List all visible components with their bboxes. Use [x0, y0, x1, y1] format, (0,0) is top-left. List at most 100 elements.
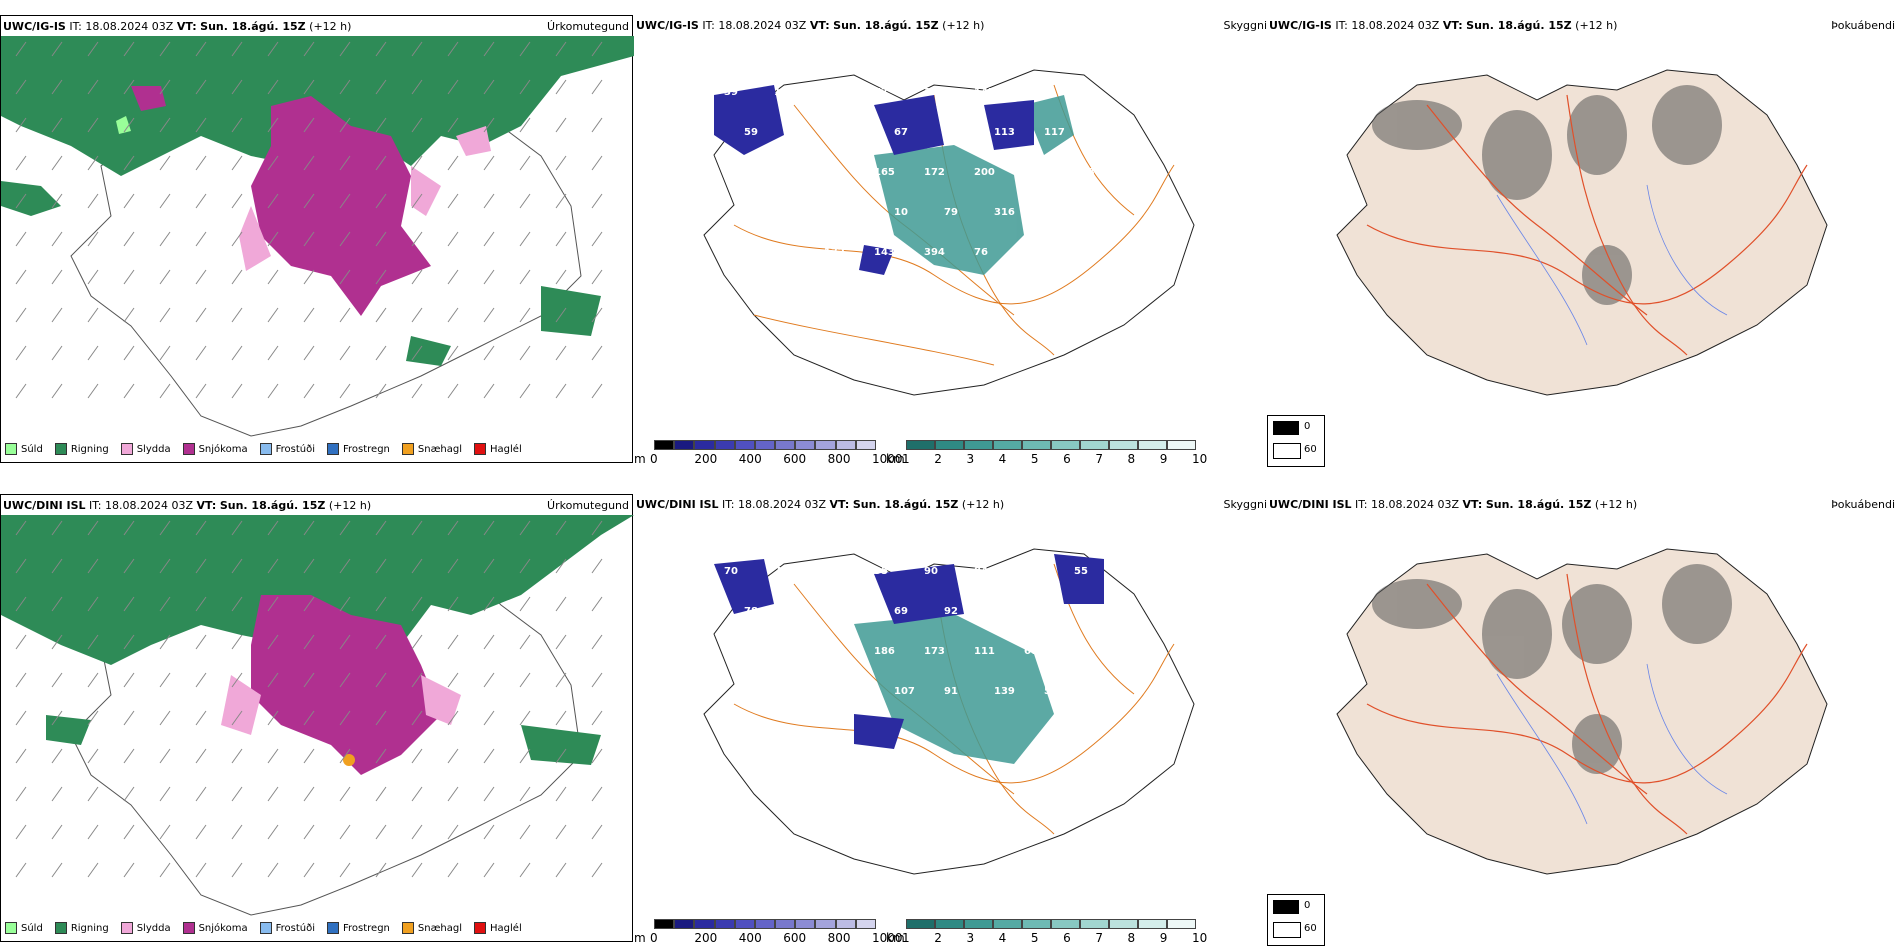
wind-barb	[195, 786, 207, 802]
wind-barb	[591, 596, 603, 612]
wind-barb	[195, 383, 207, 399]
visibility-panel-top: UWC/IG-IS IT: 18.08.2024 03Z VT: Sun. 18…	[634, 15, 1267, 466]
wind-barb	[591, 231, 603, 247]
colorbar-segment	[964, 919, 993, 929]
legend-item: Frostúði	[259, 922, 315, 934]
legend-label: Snæhagl	[417, 922, 463, 934]
wind-barb	[339, 383, 351, 399]
valid-label: VT:	[1442, 19, 1463, 32]
colorbar-segment	[815, 440, 836, 450]
wind-barb	[15, 748, 27, 764]
wind-barb	[555, 748, 567, 764]
wind-barb	[267, 786, 279, 802]
wind-barb	[375, 710, 387, 726]
wind-barb	[555, 345, 567, 361]
wind-barb	[15, 231, 27, 247]
colorbar-segment	[1167, 919, 1196, 929]
wind-barb	[375, 345, 387, 361]
wind-barbs	[15, 520, 603, 878]
wind-barb	[51, 672, 63, 688]
wind-barb	[339, 596, 351, 612]
wind-barb	[519, 710, 531, 726]
wind-barb	[519, 307, 531, 323]
wind-barb	[303, 155, 315, 171]
ceiling-value-label: 55	[1074, 566, 1088, 577]
ceiling-value-label: 90	[924, 566, 938, 577]
wind-barb	[375, 786, 387, 802]
wind-barb	[555, 558, 567, 574]
wind-barb	[87, 41, 99, 57]
fog-legend-max-swatch	[1273, 443, 1301, 459]
wind-barb	[87, 231, 99, 247]
wind-barb	[411, 672, 423, 688]
legend-swatch	[259, 922, 272, 934]
wind-barb	[447, 520, 459, 536]
wind-barb	[87, 307, 99, 323]
legend-label: Snjókoma	[198, 443, 248, 455]
wind-barb	[411, 41, 423, 57]
panel-title: Þokuábendi	[1831, 498, 1895, 511]
wind-barb	[447, 748, 459, 764]
wind-barb	[519, 231, 531, 247]
legend-label: Frostúði	[275, 443, 315, 455]
colorbar-segment	[674, 440, 695, 450]
wind-barb	[123, 345, 135, 361]
ceiling-value-label: 88	[1044, 207, 1058, 218]
snow-area	[251, 595, 441, 775]
fog-map	[1336, 548, 1828, 875]
wind-barb	[375, 231, 387, 247]
wind-barb	[411, 117, 423, 133]
legend-swatch	[5, 922, 17, 934]
wind-barb	[231, 672, 243, 688]
wind-barb	[195, 824, 207, 840]
colorbar-segment	[1138, 919, 1167, 929]
wind-barb	[483, 231, 495, 247]
wind-barb	[519, 41, 531, 57]
fog-legend-min-label: 0	[1304, 900, 1311, 911]
wind-barb	[231, 155, 243, 171]
wind-barb	[267, 79, 279, 95]
wind-barb	[159, 155, 171, 171]
wind-barb	[15, 786, 27, 802]
lead-time: (+12 h)	[1594, 498, 1638, 511]
fog-legend-min-swatch	[1273, 900, 1299, 914]
wind-barb	[519, 786, 531, 802]
ceiling-value-label: 113	[994, 127, 1015, 138]
panel-title: Þokuábendi	[1831, 19, 1895, 32]
ceiling-value-label: 67	[1024, 646, 1038, 657]
ceiling-value-label: 104	[1094, 127, 1115, 138]
low-visibility-area	[854, 614, 1054, 764]
wind-barb	[267, 824, 279, 840]
legend-label: Rigning	[70, 922, 109, 934]
legend-swatch	[401, 443, 414, 455]
wind-barb	[231, 748, 243, 764]
wind-barb	[483, 383, 495, 399]
init-time: IT: 18.08.2024 03Z	[702, 19, 807, 32]
wind-barb	[591, 345, 603, 361]
wind-barb	[87, 862, 99, 878]
ceiling-area	[714, 554, 1104, 749]
wind-barb	[159, 558, 171, 574]
ceiling-value-label: 70	[824, 87, 838, 98]
colorbar-tick-label: 4	[998, 452, 1007, 466]
wind-barb	[15, 41, 27, 57]
wind-barb	[555, 672, 567, 688]
ceiling-value-label: 79	[1044, 606, 1058, 617]
wind-barb	[87, 824, 99, 840]
panel-title: Skyggni	[1223, 498, 1267, 511]
wind-barb	[231, 79, 243, 95]
legend-item: Haglél	[474, 443, 522, 455]
wind-barb	[267, 383, 279, 399]
model-name: UWC/DINI ISL	[3, 499, 86, 512]
colorbar-tick-label: 0	[650, 931, 658, 945]
wind-barb	[483, 307, 495, 323]
legend-swatch	[54, 922, 67, 934]
wind-barb	[375, 155, 387, 171]
wind-barb	[51, 79, 63, 95]
wind-barb	[483, 862, 495, 878]
ceiling-value-label: 81	[1024, 87, 1038, 98]
ceiling-value-label: 78	[744, 606, 758, 617]
wind-barb	[231, 345, 243, 361]
wind-barb	[339, 231, 351, 247]
wind-barb	[51, 710, 63, 726]
